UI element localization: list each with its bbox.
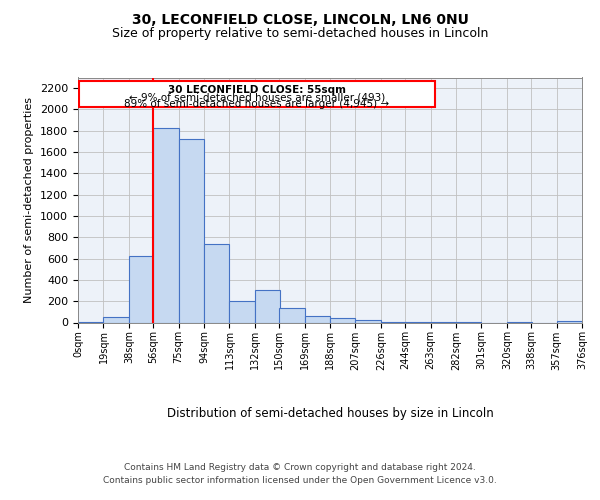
Bar bbox=[279, 308, 305, 322]
Text: Size of property relative to semi-detached houses in Lincoln: Size of property relative to semi-detach… bbox=[112, 28, 488, 40]
Bar bbox=[103, 317, 129, 322]
Text: Contains HM Land Registry data © Crown copyright and database right 2024.: Contains HM Land Registry data © Crown c… bbox=[124, 462, 476, 471]
Y-axis label: Number of semi-detached properties: Number of semi-detached properties bbox=[25, 97, 34, 303]
Text: 89% of semi-detached houses are larger (4,945) →: 89% of semi-detached houses are larger (… bbox=[124, 100, 389, 110]
Bar bbox=[255, 290, 280, 322]
Bar bbox=[153, 128, 179, 322]
Text: 30, LECONFIELD CLOSE, LINCOLN, LN6 0NU: 30, LECONFIELD CLOSE, LINCOLN, LN6 0NU bbox=[131, 12, 469, 26]
Text: Contains public sector information licensed under the Open Government Licence v3: Contains public sector information licen… bbox=[103, 476, 497, 485]
Bar bbox=[179, 140, 204, 322]
Bar bbox=[129, 256, 154, 322]
Bar bbox=[305, 316, 330, 322]
Text: 30 LECONFIELD CLOSE: 55sqm: 30 LECONFIELD CLOSE: 55sqm bbox=[168, 86, 346, 96]
Bar bbox=[355, 320, 381, 322]
Bar bbox=[204, 244, 229, 322]
Bar bbox=[79, 80, 434, 108]
Text: Distribution of semi-detached houses by size in Lincoln: Distribution of semi-detached houses by … bbox=[167, 408, 493, 420]
Bar bbox=[330, 318, 355, 322]
Bar bbox=[229, 301, 255, 322]
Text: ← 9% of semi-detached houses are smaller (493): ← 9% of semi-detached houses are smaller… bbox=[129, 92, 385, 102]
